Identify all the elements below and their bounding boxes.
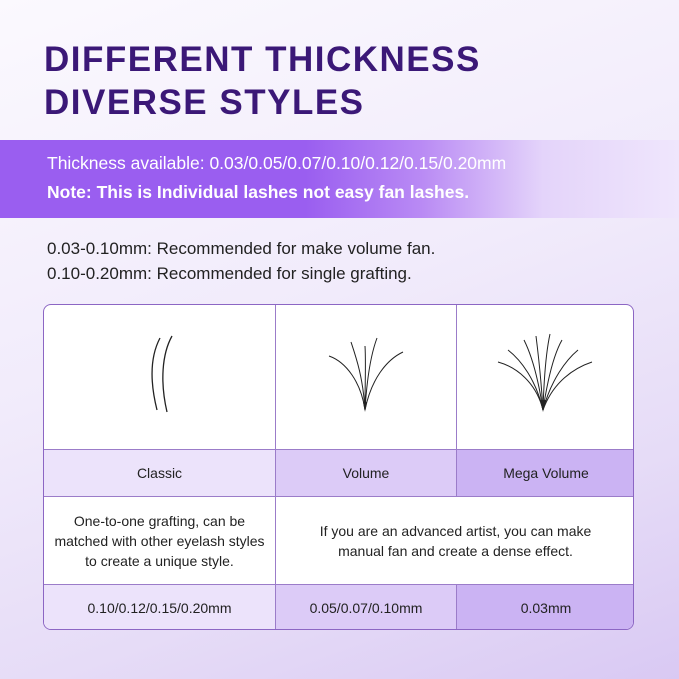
classic-description: One-to-one grafting, can be matched with… [44, 497, 276, 585]
classic-lash-image [44, 305, 276, 450]
info-band: Thickness available: 0.03/0.05/0.07/0.10… [0, 140, 679, 218]
recommendation: 0.03-0.10mm: Recommended for make volume… [47, 239, 436, 258]
thickness-available: Thickness available: 0.03/0.05/0.07/0.10… [47, 153, 507, 173]
mega-volume-lash-image [457, 305, 633, 450]
recommendations: 0.03-0.10mm: Recommended for make volume… [47, 236, 435, 286]
volume-lash-image [276, 305, 457, 450]
volume-description: If you are an advanced artist, you can m… [276, 497, 633, 585]
recommendation: 0.10-0.20mm: Recommended for single graf… [47, 264, 412, 283]
title-line-2: DIVERSE STYLES [44, 83, 365, 122]
note: Note: This is Individual lashes not easy… [47, 182, 470, 202]
classic-thickness: 0.10/0.12/0.15/0.20mm [44, 585, 276, 629]
mega-volume-thickness: 0.03mm [457, 585, 633, 629]
style-mega-volume: Mega Volume [457, 450, 633, 497]
style-volume: Volume [276, 450, 457, 497]
title-line-1: DIFFERENT THICKNESS [44, 40, 481, 79]
page-title: DIFFERENT THICKNESS DIVERSE STYLES [44, 38, 481, 124]
comparison-table: Classic Volume Mega Volume One-to-one gr… [43, 304, 634, 630]
volume-thickness: 0.05/0.07/0.10mm [276, 585, 457, 629]
style-classic: Classic [44, 450, 276, 497]
